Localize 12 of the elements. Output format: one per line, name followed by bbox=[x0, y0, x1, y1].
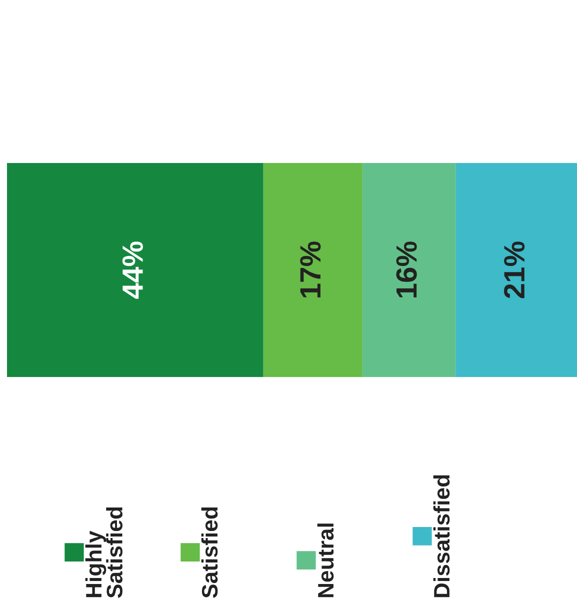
legend-label: Satisfied bbox=[201, 507, 218, 598]
bar bbox=[456, 163, 577, 377]
bar bbox=[263, 163, 362, 377]
legend-label: Neutral bbox=[317, 524, 334, 598]
legend-label: Highly Satisfied bbox=[85, 507, 122, 598]
bar bbox=[362, 163, 456, 377]
data-label: 17% bbox=[300, 242, 321, 298]
data-label: 21% bbox=[504, 242, 525, 298]
legend-label: Dissatisfied bbox=[433, 475, 450, 598]
data-label: 16% bbox=[396, 242, 417, 298]
data-label: 44% bbox=[122, 242, 143, 299]
bar bbox=[7, 163, 264, 377]
